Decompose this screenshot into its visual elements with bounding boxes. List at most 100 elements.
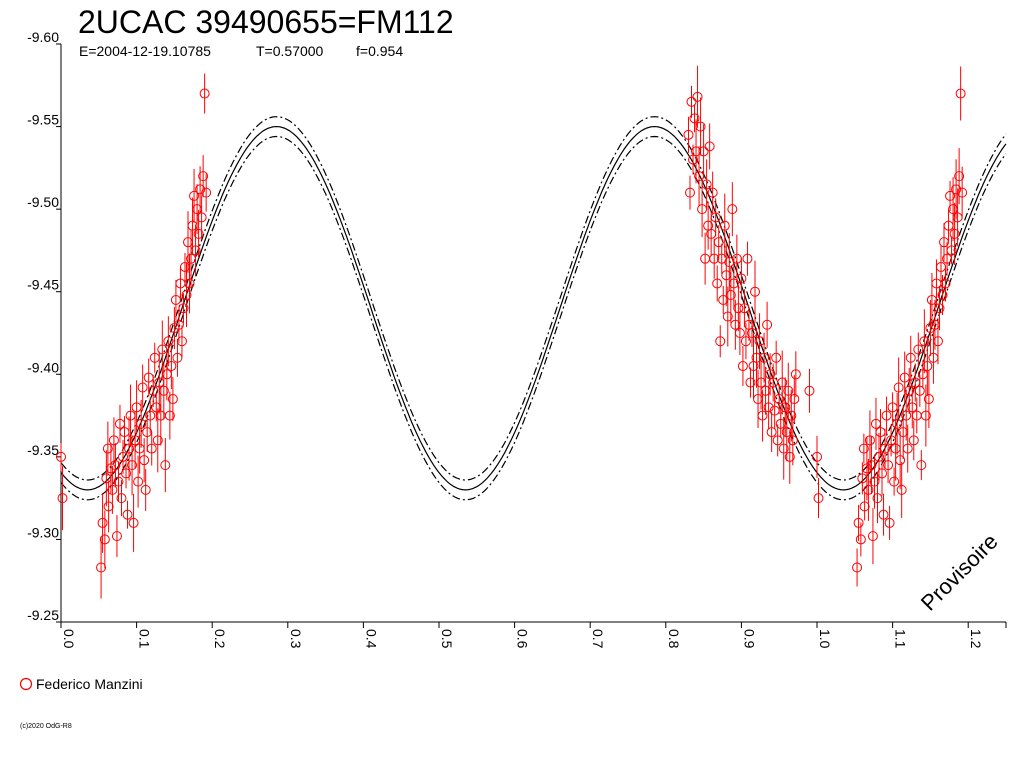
x-tick-label: 1.0 xyxy=(817,629,833,649)
data-point xyxy=(728,278,739,289)
data-point xyxy=(692,91,703,102)
data-point xyxy=(181,290,192,301)
data-point xyxy=(922,361,933,372)
data-point xyxy=(905,352,916,363)
x-tick-label: 1.1 xyxy=(893,629,909,649)
data-point xyxy=(880,443,891,454)
data-point xyxy=(158,385,169,396)
data-point xyxy=(103,501,114,512)
data-point xyxy=(189,190,200,201)
x-tick-label: 0.9 xyxy=(741,629,757,649)
data-point xyxy=(945,190,956,201)
data-point xyxy=(869,476,880,487)
data-point xyxy=(853,517,864,528)
data-point xyxy=(766,427,777,438)
data-point xyxy=(113,476,124,487)
data-point xyxy=(201,187,212,198)
data-point xyxy=(855,534,866,545)
legend: Federico Manzini xyxy=(19,676,143,692)
data-point xyxy=(133,476,144,487)
data-point xyxy=(152,435,163,446)
data-point xyxy=(878,509,889,520)
x-tick-label: 0.5 xyxy=(439,629,455,649)
x-tick-label: 0.4 xyxy=(363,629,379,649)
data-point xyxy=(184,278,195,289)
data-point xyxy=(122,509,133,520)
y-tick-label: -9.30 xyxy=(27,524,59,540)
x-tick-label: 0.1 xyxy=(137,629,153,649)
data-point xyxy=(139,455,150,466)
data-point xyxy=(908,435,919,446)
data-point xyxy=(712,278,723,289)
data-point xyxy=(737,361,748,372)
data-point xyxy=(99,534,110,545)
data-point xyxy=(725,290,736,301)
data-point xyxy=(164,410,175,421)
legend-marker-icon xyxy=(19,677,33,691)
y-tick-label: -9.35 xyxy=(27,442,59,458)
x-tick-label: 0.7 xyxy=(590,629,606,649)
data-point xyxy=(772,435,783,446)
data-point xyxy=(934,303,945,314)
data-point xyxy=(932,336,943,347)
data-point xyxy=(901,410,912,421)
data-point xyxy=(813,493,824,504)
data-point xyxy=(812,451,822,462)
data-point xyxy=(166,361,177,372)
data-point xyxy=(145,410,156,421)
data-point xyxy=(124,443,135,454)
data-point xyxy=(160,460,171,471)
y-tick-label: -9.60 xyxy=(27,29,59,45)
x-axis: 0.0 0.1 0.2 0.3 0.4 0.5 0.6 0.7 0.8 0.9 1.0 1.1 1.2 xyxy=(60,622,984,649)
data-point xyxy=(707,187,718,198)
data-point xyxy=(954,171,965,182)
data-point xyxy=(173,319,184,330)
data-point xyxy=(920,410,931,421)
data-point xyxy=(892,418,903,429)
data-point xyxy=(780,402,791,413)
data-point xyxy=(867,531,878,542)
data-point xyxy=(684,187,695,198)
data-point xyxy=(739,303,750,314)
data-point xyxy=(913,344,924,355)
data-point xyxy=(198,171,209,182)
data-point xyxy=(740,336,751,347)
data-point xyxy=(919,336,930,347)
data-point xyxy=(949,228,960,239)
data-point xyxy=(955,88,966,99)
data-point xyxy=(923,394,934,405)
data-point xyxy=(883,460,894,471)
data-point xyxy=(759,352,770,363)
model-curves xyxy=(60,116,1007,501)
data-point xyxy=(683,129,694,140)
chart-title: 2UCAC 39490655=FM112 xyxy=(78,4,454,40)
subtitle-fill: f=0.954 xyxy=(356,43,403,59)
y-tick-label: -9.40 xyxy=(27,359,59,375)
data-point xyxy=(784,451,795,462)
y-tick-label: -9.50 xyxy=(27,194,59,210)
data-point xyxy=(778,443,789,454)
data-point xyxy=(745,377,756,388)
data-point xyxy=(804,385,815,396)
data-point xyxy=(889,476,900,487)
data-point xyxy=(884,517,895,528)
data-point xyxy=(146,443,157,454)
data-point xyxy=(940,278,951,289)
data-point xyxy=(719,220,730,231)
data-point xyxy=(858,443,869,454)
data-point xyxy=(140,484,151,495)
subtitle-period: T=0.57000 xyxy=(256,43,324,59)
data-point xyxy=(56,451,66,462)
x-tick-label: 0.8 xyxy=(666,629,682,649)
data-point xyxy=(111,531,122,542)
data-point xyxy=(116,493,127,504)
data-point xyxy=(137,382,148,393)
data-point xyxy=(196,212,207,223)
data-point xyxy=(172,352,183,363)
data-point xyxy=(701,179,712,190)
x-tick-label: 0.0 xyxy=(61,629,77,649)
data-point xyxy=(946,245,957,256)
data-point xyxy=(190,245,201,256)
data-point xyxy=(734,328,745,338)
